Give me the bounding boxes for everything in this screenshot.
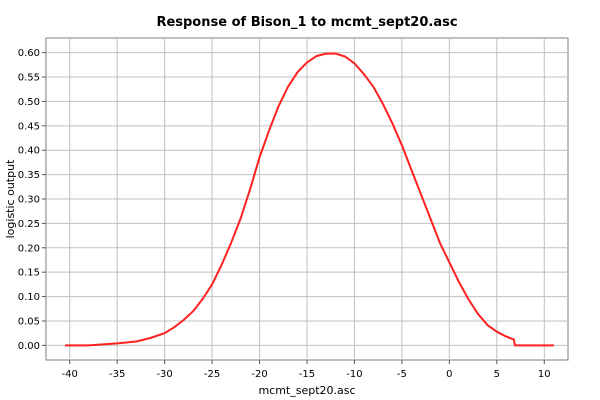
y-tick-label: 0.20	[18, 243, 40, 254]
y-tick-label: 0.50	[18, 97, 40, 108]
chart-title: Response of Bison_1 to mcmt_sept20.asc	[156, 15, 457, 30]
y-tick-label: 0.45	[18, 121, 40, 132]
y-tick-label: 0.25	[18, 219, 40, 230]
y-tick-label: 0.00	[18, 341, 40, 352]
y-tick-label: 0.10	[18, 292, 40, 303]
x-tick-label: 5	[494, 369, 500, 380]
x-tick-label: 0	[446, 369, 452, 380]
y-tick-label: 0.30	[18, 195, 40, 206]
y-tick-label: 0.35	[18, 170, 40, 181]
x-tick-label: 10	[538, 369, 551, 380]
y-tick-label: 0.15	[18, 268, 40, 279]
response-curve	[65, 52, 554, 347]
x-tick-label: -35	[109, 369, 125, 380]
x-tick-label: -25	[204, 369, 220, 380]
y-tick-label: 0.05	[18, 316, 40, 327]
y-tick-label: 0.55	[18, 73, 40, 84]
series-layer	[65, 52, 554, 347]
x-tick-label: -30	[156, 369, 172, 380]
y-tick-label: 0.40	[18, 146, 40, 157]
x-axis-label: mcmt_sept20.asc	[258, 384, 355, 397]
y-tick-label: 0.60	[18, 48, 40, 59]
axis-ticks	[42, 52, 545, 364]
grid-lines	[46, 38, 568, 360]
tick-labels: -40 -35 -30 -25 -20 -15 -10 -5 0 5 10 0.00 0.05 0.10 0…	[18, 48, 551, 380]
x-tick-label: -40	[62, 369, 78, 380]
x-tick-label: -15	[299, 369, 315, 380]
x-tick-label: -20	[251, 369, 267, 380]
x-tick-label: -5	[397, 369, 407, 380]
x-tick-label: -10	[346, 369, 362, 380]
y-axis-label: logistic output	[4, 159, 17, 238]
